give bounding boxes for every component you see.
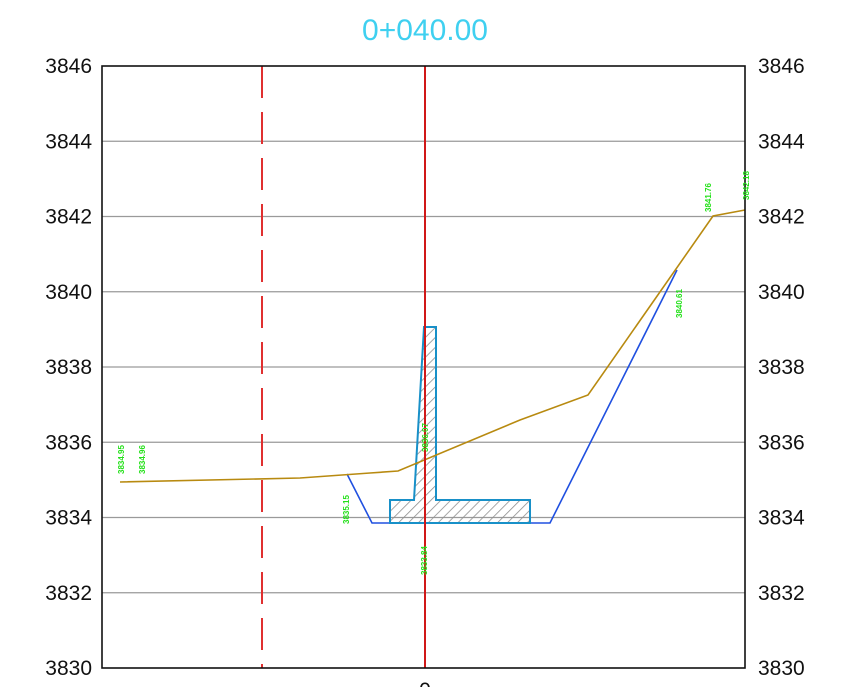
- y-tick-label-right: 3840: [758, 281, 805, 304]
- y-tick-label-left: 3842: [45, 206, 92, 229]
- y-tick-label-left: 3834: [45, 507, 92, 530]
- y-tick-label-left: 3846: [45, 55, 92, 78]
- y-tick-label-right: 3838: [758, 356, 805, 379]
- elevation-label: 3835.15: [342, 495, 351, 524]
- y-tick-label-right: 3842: [758, 206, 805, 229]
- y-tick-label-left: 3838: [45, 356, 92, 379]
- elevation-label: 3841.76: [704, 183, 713, 212]
- elevation-label: 3833.84: [420, 546, 429, 575]
- elevation-label: 3840.61: [675, 289, 684, 318]
- y-tick-label-left: 3840: [45, 281, 92, 304]
- elevation-label: 3836.07: [421, 423, 430, 452]
- y-tick-label-left: 3830: [45, 657, 92, 680]
- elevation-label: 3842.18: [742, 171, 751, 200]
- y-tick-label-left: 3836: [45, 431, 92, 454]
- y-tick-label-left: 3844: [45, 130, 92, 153]
- y-tick-label-right: 3846: [758, 55, 805, 78]
- drawing-frame: [101, 65, 746, 669]
- y-tick-label-right: 3836: [758, 431, 805, 454]
- elevation-axis-labels: 3846 3846 3844 3844 3842 3842 3840 3840 3838 3838…: [45, 55, 805, 680]
- existing-ground-line: [119, 209, 746, 483]
- y-tick-label-right: 3844: [758, 130, 805, 153]
- y-tick-label-right: 3832: [758, 582, 805, 605]
- elevation-label: 3834.96: [138, 445, 147, 474]
- section-station-title: 0+040.00: [362, 14, 488, 47]
- y-tick-label-right: 3834: [758, 507, 805, 530]
- y-tick-label-right: 3830: [758, 657, 805, 680]
- y-tick-label-left: 3832: [45, 582, 92, 605]
- elevation-label: 3834.95: [117, 445, 126, 474]
- bottom-offset-label: 0: [419, 679, 431, 687]
- excavation-line: [346, 269, 678, 524]
